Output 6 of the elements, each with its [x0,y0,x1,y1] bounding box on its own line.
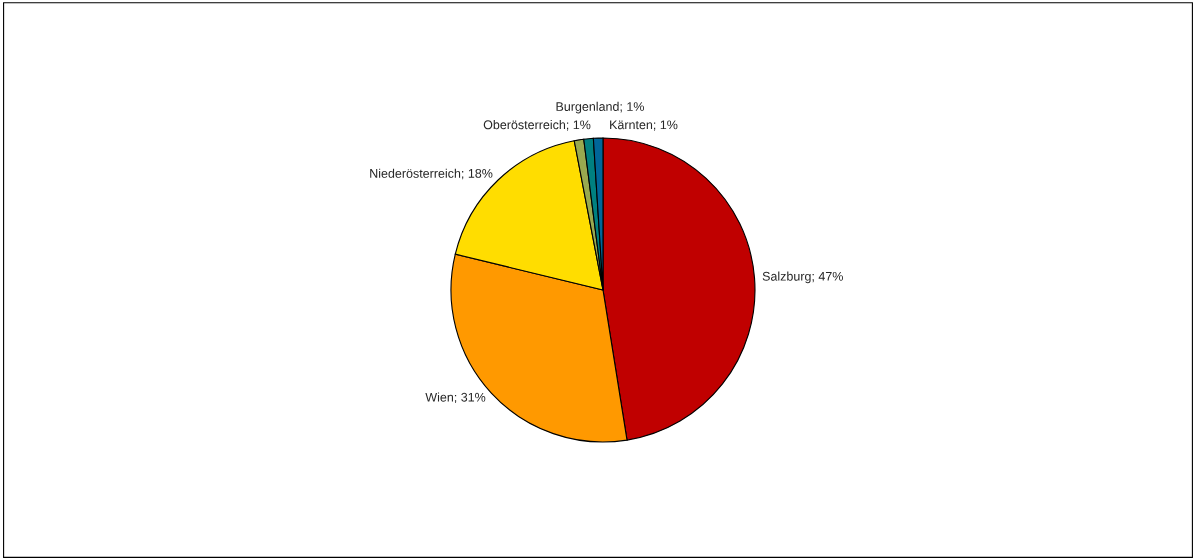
slice-label: Wien; 31% [425,392,486,404]
slice-label: Kärnten; 1% [610,120,678,131]
slice-label: Niederösterreich; 18% [370,168,493,180]
slice-label: Burgenland; 1% [556,101,644,114]
slice-label: Oberösterreich; 1% [483,120,591,131]
slice-label: Salzburg; 47% [762,271,843,284]
